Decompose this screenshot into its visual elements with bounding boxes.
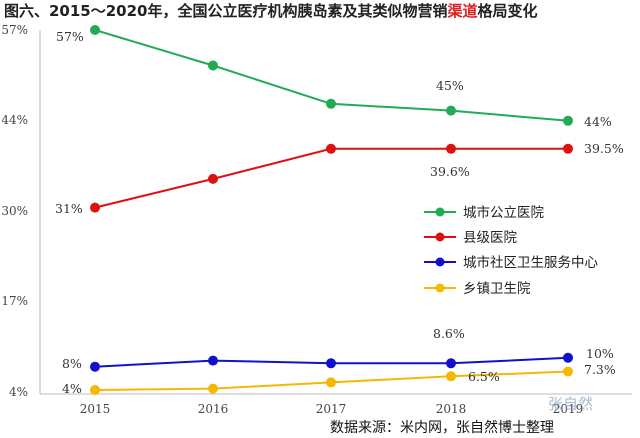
x-tick-label: 2015 xyxy=(80,402,111,416)
x-tick-label: 2017 xyxy=(316,402,347,416)
legend-swatch-marker xyxy=(435,283,445,293)
y-tick-label: 57% xyxy=(1,23,28,37)
series-1-point xyxy=(90,202,100,213)
legend: 城市公立医院 县级医院 城市社区卫生服务中心 乡镇卫生院 xyxy=(424,204,598,297)
series-0-point xyxy=(563,115,573,126)
legend-item-label: 城市公立医院 xyxy=(463,204,544,221)
data-label: 57% xyxy=(56,29,84,44)
series-3-point xyxy=(446,371,456,382)
y-tick-label: 44% xyxy=(1,113,28,127)
series-1-point xyxy=(563,143,573,154)
y-tick-label: 4% xyxy=(9,385,28,399)
data-label: 6.5% xyxy=(468,369,500,384)
x-tick-label: 2016 xyxy=(198,402,229,416)
data-label: 7.3% xyxy=(584,362,616,377)
series-line-1 xyxy=(94,147,568,209)
legend-item-label: 乡镇卫生院 xyxy=(463,281,531,297)
series-0-point xyxy=(326,98,336,109)
legend-item-label: 城市社区卫生服务中心 xyxy=(463,254,598,271)
series-3-point xyxy=(208,383,218,394)
series-1-point xyxy=(208,173,218,184)
x-tick-label: 2018 xyxy=(436,402,467,416)
series-2-point xyxy=(90,361,100,372)
chart-title: 图六、2015～2020年，全国公立医疗机构胰岛素及其类似物营销渠道格局变化 xyxy=(4,2,538,20)
data-label: 10% xyxy=(586,346,614,361)
series-1-point xyxy=(326,143,336,154)
series-2-point xyxy=(208,355,218,366)
y-axis: 57% 44% 30% 17% 4% xyxy=(1,23,41,399)
y-tick-label: 30% xyxy=(1,204,28,218)
data-label: 8% xyxy=(62,356,82,371)
series-2-point xyxy=(563,352,573,363)
series-0-point xyxy=(208,60,218,71)
data-label: 8.6% xyxy=(433,326,465,341)
data-label: 39.6% xyxy=(430,164,470,179)
series-3-point xyxy=(90,385,100,395)
series-0-point xyxy=(446,105,456,116)
series-0-point xyxy=(90,25,100,35)
data-label: 4% xyxy=(62,381,82,396)
legend-item-label: 县级医院 xyxy=(463,230,517,246)
data-label: 45% xyxy=(436,78,464,93)
x-axis: 2015 2016 2017 2018 2019 xyxy=(40,393,632,416)
x-tick-label: 2019 xyxy=(553,402,584,416)
series-3-point xyxy=(563,366,573,377)
series-2-point xyxy=(446,358,456,369)
y-tick-label: 17% xyxy=(1,294,28,308)
series-2-point xyxy=(326,358,336,369)
data-label: 39.5% xyxy=(584,141,624,156)
series-layer xyxy=(90,25,573,395)
series-3-point xyxy=(326,377,336,388)
data-labels: 57% 45% 44% 31% 39.6% 39.5% 8% 8.6% 10% … xyxy=(55,29,624,396)
legend-swatch-marker xyxy=(435,232,445,242)
watermark: 张自然 xyxy=(548,395,593,413)
series-1-point xyxy=(446,143,456,154)
data-label: 44% xyxy=(584,114,612,129)
source-note: 数据来源：米内网，张自然博士整理 xyxy=(330,419,554,436)
legend-swatch-marker xyxy=(435,257,445,267)
legend-swatch-marker xyxy=(435,207,445,217)
data-label: 31% xyxy=(55,201,83,216)
